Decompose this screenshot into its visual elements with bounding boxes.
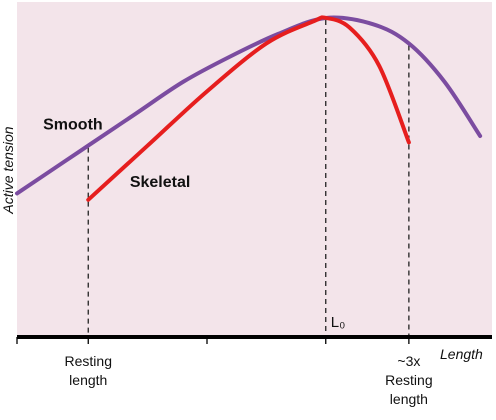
x-tick-label: length <box>390 391 428 407</box>
y-axis-title: Active tension <box>0 126 16 214</box>
plot-background <box>17 2 492 337</box>
x-tick-label: Resting <box>65 353 112 369</box>
series-label-skeletal: Skeletal <box>130 174 190 191</box>
x-axis-title: Length <box>440 346 483 362</box>
x-tick-label: ~3x <box>397 353 420 369</box>
skeletal-series-line <box>86 15 411 202</box>
x-tick-label: length <box>69 372 107 388</box>
series-label-smooth: Smooth <box>43 117 103 134</box>
marker-label-l0: L₀ <box>331 314 346 331</box>
smooth-series-line <box>15 15 483 196</box>
x-tick-label: Resting <box>385 372 432 388</box>
